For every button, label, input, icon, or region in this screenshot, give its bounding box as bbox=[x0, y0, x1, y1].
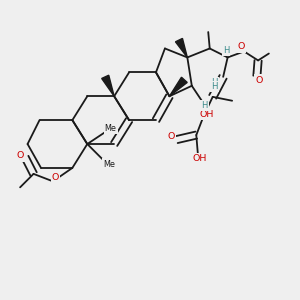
Text: H: H bbox=[212, 78, 218, 87]
Text: H: H bbox=[211, 82, 217, 91]
Text: O: O bbox=[52, 173, 59, 182]
Polygon shape bbox=[169, 77, 187, 96]
Text: O: O bbox=[167, 132, 175, 141]
Text: O: O bbox=[16, 152, 23, 160]
Polygon shape bbox=[102, 75, 114, 96]
Text: Me: Me bbox=[105, 124, 116, 133]
Text: Me: Me bbox=[103, 160, 115, 169]
Text: OH: OH bbox=[192, 154, 206, 164]
Text: H: H bbox=[201, 101, 208, 110]
Text: H: H bbox=[223, 46, 229, 56]
Text: OH: OH bbox=[200, 110, 214, 119]
Text: O: O bbox=[238, 43, 245, 52]
Text: O: O bbox=[256, 76, 263, 85]
Polygon shape bbox=[176, 38, 187, 57]
